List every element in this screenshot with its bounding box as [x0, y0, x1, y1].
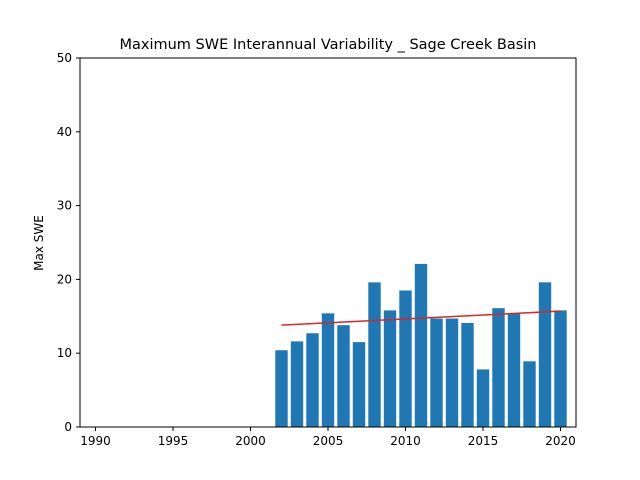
x-tick-label-1995: 1995 — [158, 434, 189, 448]
x-tick-label-2020: 2020 — [545, 434, 576, 448]
bar-2003 — [290, 341, 304, 427]
y-axis-label: Max SWE — [32, 215, 46, 271]
y-tick-label-10: 10 — [57, 346, 72, 360]
bar-2010 — [399, 290, 412, 427]
y-tick-label-50: 50 — [57, 51, 72, 65]
bar-2008 — [368, 282, 381, 427]
plot-frame — [79, 57, 577, 428]
bar-2007 — [352, 342, 366, 427]
bars — [275, 263, 567, 427]
x-tick-label-2015: 2015 — [468, 434, 499, 448]
y-tick-label-30: 30 — [57, 199, 72, 213]
y-axis: 0 10 20 30 40 50 — [57, 51, 80, 434]
bar-2006 — [337, 325, 350, 427]
bar-2009 — [383, 310, 397, 427]
trend-line — [281, 310, 561, 326]
trend-line-group — [281, 310, 561, 326]
bar-2018 — [523, 361, 536, 427]
bar-2013 — [445, 318, 459, 427]
chart-title: Maximum SWE Interannual Variability _ Sa… — [119, 37, 536, 53]
x-tick-label-2000: 2000 — [235, 434, 266, 448]
bar-2014 — [461, 322, 474, 427]
x-axis: 1990 1995 2000 2005 2010 2015 2020 — [80, 427, 576, 448]
x-tick-label-1990: 1990 — [80, 434, 111, 448]
bar-2017 — [507, 313, 521, 427]
bar-2004 — [306, 333, 319, 427]
x-tick-label-2010: 2010 — [390, 434, 421, 448]
y-tick-label-20: 20 — [57, 272, 72, 286]
y-tick-label-0: 0 — [64, 420, 72, 434]
y-tick-label-40: 40 — [57, 125, 72, 139]
bar-2019 — [538, 282, 552, 427]
bar-2005 — [321, 313, 335, 427]
bar-2012 — [430, 318, 443, 427]
bar-2020 — [554, 310, 567, 427]
x-tick-label-2005: 2005 — [313, 434, 344, 448]
bar-2011 — [414, 263, 428, 427]
bar-2016 — [492, 308, 505, 427]
bar-2015 — [476, 369, 490, 427]
bar-2002 — [275, 350, 288, 427]
